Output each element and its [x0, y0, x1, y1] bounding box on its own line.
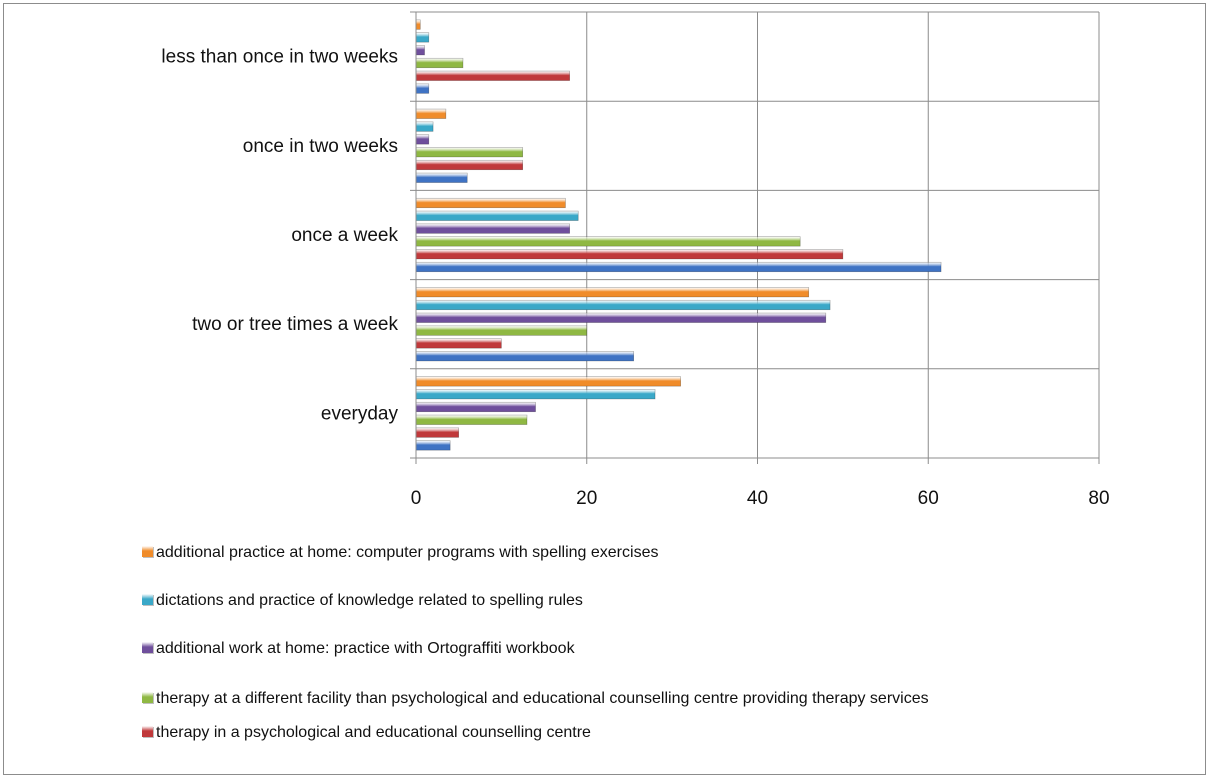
x-tick-label: 20: [576, 488, 597, 509]
bar: [415, 19, 421, 30]
bars: [415, 19, 942, 451]
legend-label: dictations and practice of knowledge rel…: [156, 592, 583, 609]
bar: [415, 159, 524, 171]
bar: [415, 376, 681, 387]
bar: [415, 287, 810, 298]
x-tick-label: 60: [918, 488, 939, 509]
bar: [415, 236, 801, 247]
bar: [415, 401, 536, 413]
category-label: less than once in two weeks: [161, 47, 398, 68]
legend-item: therapy in a psychological and education…: [142, 722, 1096, 743]
bar: [415, 261, 942, 273]
legend-item: dictations and practice of knowledge rel…: [142, 590, 1096, 611]
bar: [415, 197, 566, 209]
bar: [415, 223, 570, 234]
bar: [415, 249, 844, 260]
labels: everyday two or tree times a week once a w…: [161, 47, 1109, 509]
category-label: once a week: [291, 225, 398, 246]
category-label: once in two weeks: [243, 136, 398, 157]
grid-lines: [410, 11, 1100, 459]
bar: [415, 134, 430, 145]
bar: [415, 70, 570, 81]
bar: [415, 414, 528, 425]
bar: [415, 299, 831, 311]
legend-label: additional work at home: practice with O…: [156, 640, 575, 657]
bar: [415, 440, 451, 451]
bar: [415, 325, 588, 336]
bar: [415, 210, 579, 221]
bar: [415, 32, 430, 43]
category-label: two or tree times a week: [192, 314, 398, 335]
bar: [415, 427, 459, 438]
bar: [415, 172, 468, 183]
bar: [415, 147, 524, 158]
legend-label: therapy at a different facility than psy…: [156, 690, 929, 707]
bar: [415, 351, 635, 362]
legend-label: additional practice at home: computer pr…: [156, 544, 659, 561]
bar: [415, 121, 434, 132]
bar: [415, 312, 827, 323]
bar: [415, 83, 430, 94]
bar: [415, 338, 502, 349]
legend-swatch: [142, 546, 153, 557]
axes: [415, 12, 1100, 464]
bar-chart: everyday two or tree times a week once a w…: [161, 11, 1110, 509]
legend-item: additional practice at home: computer pr…: [142, 542, 1096, 563]
bar: [415, 389, 656, 400]
x-tick-label: 80: [1088, 488, 1109, 509]
category-label: everyday: [321, 403, 399, 424]
bar: [415, 57, 464, 69]
legend-item: additional work at home: practice with O…: [142, 638, 1096, 659]
bar: [415, 108, 447, 119]
legend-swatch: [142, 594, 153, 605]
x-tick-label: 40: [747, 488, 768, 509]
legend-item: therapy at a different facility than psy…: [142, 688, 1096, 709]
legend-label: therapy in a psychological and education…: [156, 724, 591, 741]
chart-frame: everyday two or tree times a week once a w…: [3, 3, 1206, 775]
legend-swatch: [142, 692, 153, 703]
legend-swatch: [142, 642, 153, 653]
legend-swatch: [142, 726, 153, 737]
x-tick-label: 0: [411, 488, 422, 509]
bar: [415, 45, 425, 56]
